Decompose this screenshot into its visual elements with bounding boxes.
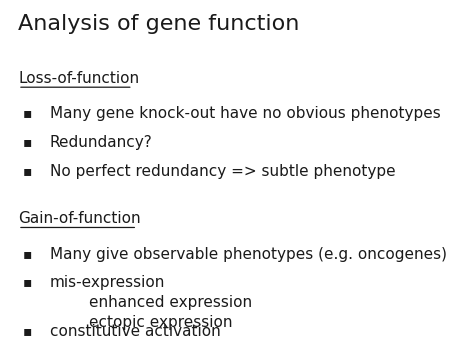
Text: ▪: ▪ bbox=[22, 275, 32, 289]
Text: Gain-of-function: Gain-of-function bbox=[18, 211, 140, 226]
Text: constitutive activation: constitutive activation bbox=[50, 324, 220, 338]
Text: Many give observable phenotypes (e.g. oncogenes): Many give observable phenotypes (e.g. on… bbox=[50, 247, 446, 262]
Text: Redundancy?: Redundancy? bbox=[50, 135, 152, 150]
Text: ▪: ▪ bbox=[22, 324, 32, 338]
Text: ▪: ▪ bbox=[22, 135, 32, 149]
Text: ▪: ▪ bbox=[22, 106, 32, 120]
Text: Loss-of-function: Loss-of-function bbox=[18, 71, 139, 86]
Text: ▪: ▪ bbox=[22, 247, 32, 261]
Text: Many gene knock-out have no obvious phenotypes: Many gene knock-out have no obvious phen… bbox=[50, 106, 440, 121]
Text: mis-expression
        enhanced expression
        ectopic expression: mis-expression enhanced expression ectop… bbox=[50, 275, 252, 330]
Text: Analysis of gene function: Analysis of gene function bbox=[18, 14, 299, 33]
Text: No perfect redundancy => subtle phenotype: No perfect redundancy => subtle phenotyp… bbox=[50, 164, 395, 179]
Text: ▪: ▪ bbox=[22, 164, 32, 178]
